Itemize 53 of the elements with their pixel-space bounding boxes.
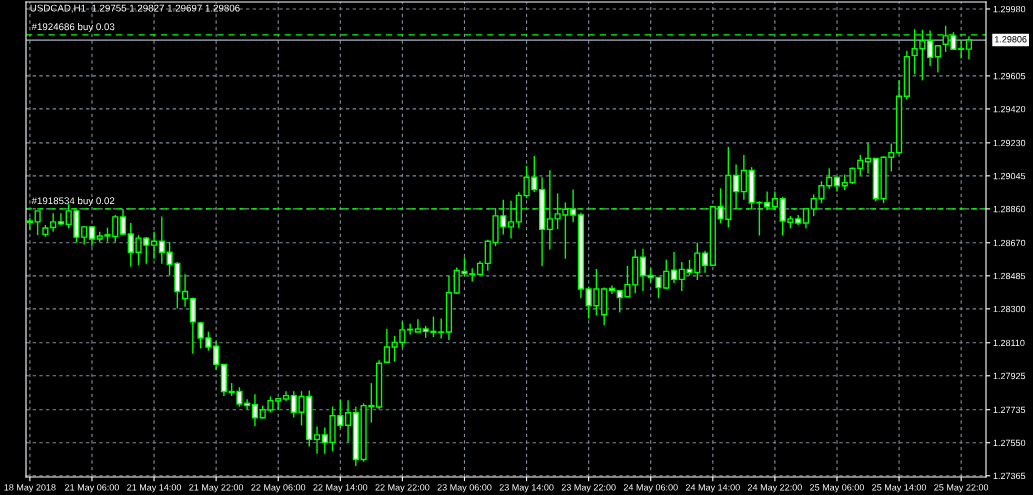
y-tick-label: 1.28485 bbox=[993, 272, 1026, 280]
x-tick-label: 21 May 06:00 bbox=[65, 484, 119, 493]
y-tick-label: 1.27735 bbox=[993, 406, 1026, 414]
chart-title: USDCAD,H1 1.29755 1.29827 1.29697 1.29806 bbox=[30, 4, 240, 13]
candlestick bbox=[639, 248, 647, 292]
candlestick bbox=[407, 322, 414, 336]
candlestick bbox=[344, 399, 352, 444]
candlestick bbox=[57, 212, 65, 226]
y-tick-label: 1.29605 bbox=[993, 72, 1026, 80]
y-tick-label: 1.28860 bbox=[993, 205, 1026, 213]
x-tick-label: 24 May 22:00 bbox=[748, 484, 802, 493]
x-tick-label: 24 May 06:00 bbox=[623, 484, 678, 493]
y-tick-label: 1.29980 bbox=[993, 5, 1026, 13]
y-tick-label: 1.28670 bbox=[993, 239, 1026, 247]
ref-line-label: #1918534 buy 0.02 bbox=[31, 197, 115, 207]
x-tick-label: 21 May 22:00 bbox=[189, 484, 244, 493]
candlestick bbox=[802, 208, 810, 230]
y-tick-label: 1.27365 bbox=[993, 472, 1026, 480]
y-tick-label: 1.28110 bbox=[993, 339, 1025, 347]
candlestick bbox=[383, 327, 390, 364]
x-tick-label: 23 May 22:00 bbox=[561, 484, 616, 493]
y-tick-label: 1.28300 bbox=[993, 305, 1026, 313]
x-tick-label: 23 May 14:00 bbox=[499, 484, 554, 493]
x-tick-label: 25 May 22:00 bbox=[934, 484, 989, 493]
x-tick-label: 25 May 06:00 bbox=[810, 484, 864, 493]
candlestick bbox=[701, 250, 709, 274]
x-tick-label: 22 May 14:00 bbox=[313, 484, 368, 493]
x-tick-label: 22 May 22:00 bbox=[375, 484, 430, 493]
x-tick-label: 25 May 14:00 bbox=[872, 484, 927, 493]
ref-line-label: #1924686 buy 0.03 bbox=[31, 23, 115, 33]
candlestick bbox=[414, 318, 422, 333]
candlestick bbox=[740, 154, 747, 201]
candlestick bbox=[934, 45, 941, 74]
ref-line-label: 1.29806 bbox=[995, 36, 1027, 43]
candlestick bbox=[88, 225, 96, 248]
candlestick bbox=[150, 231, 158, 260]
y-tick-label: 1.29045 bbox=[993, 172, 1026, 180]
y-tick-label: 1.27550 bbox=[993, 439, 1026, 447]
candlestick bbox=[670, 251, 678, 284]
y-tick-label: 1.27925 bbox=[993, 372, 1026, 380]
x-tick-label: 22 May 06:00 bbox=[251, 484, 306, 493]
x-tick-label: 21 May 14:00 bbox=[127, 484, 182, 493]
candlestick bbox=[181, 273, 189, 308]
x-tick-label: 18 May 2018 bbox=[4, 484, 56, 493]
x-tick-label: 24 May 14:00 bbox=[685, 484, 740, 493]
candlestick bbox=[26, 216, 33, 231]
candlestick bbox=[213, 340, 220, 371]
y-tick-label: 1.29230 bbox=[993, 139, 1026, 147]
candlestick bbox=[251, 393, 259, 427]
candlestick bbox=[189, 296, 196, 355]
y-tick-label: 1.29420 bbox=[993, 105, 1026, 113]
candlestick bbox=[313, 425, 321, 455]
x-tick-label: 23 May 06:00 bbox=[437, 484, 492, 493]
